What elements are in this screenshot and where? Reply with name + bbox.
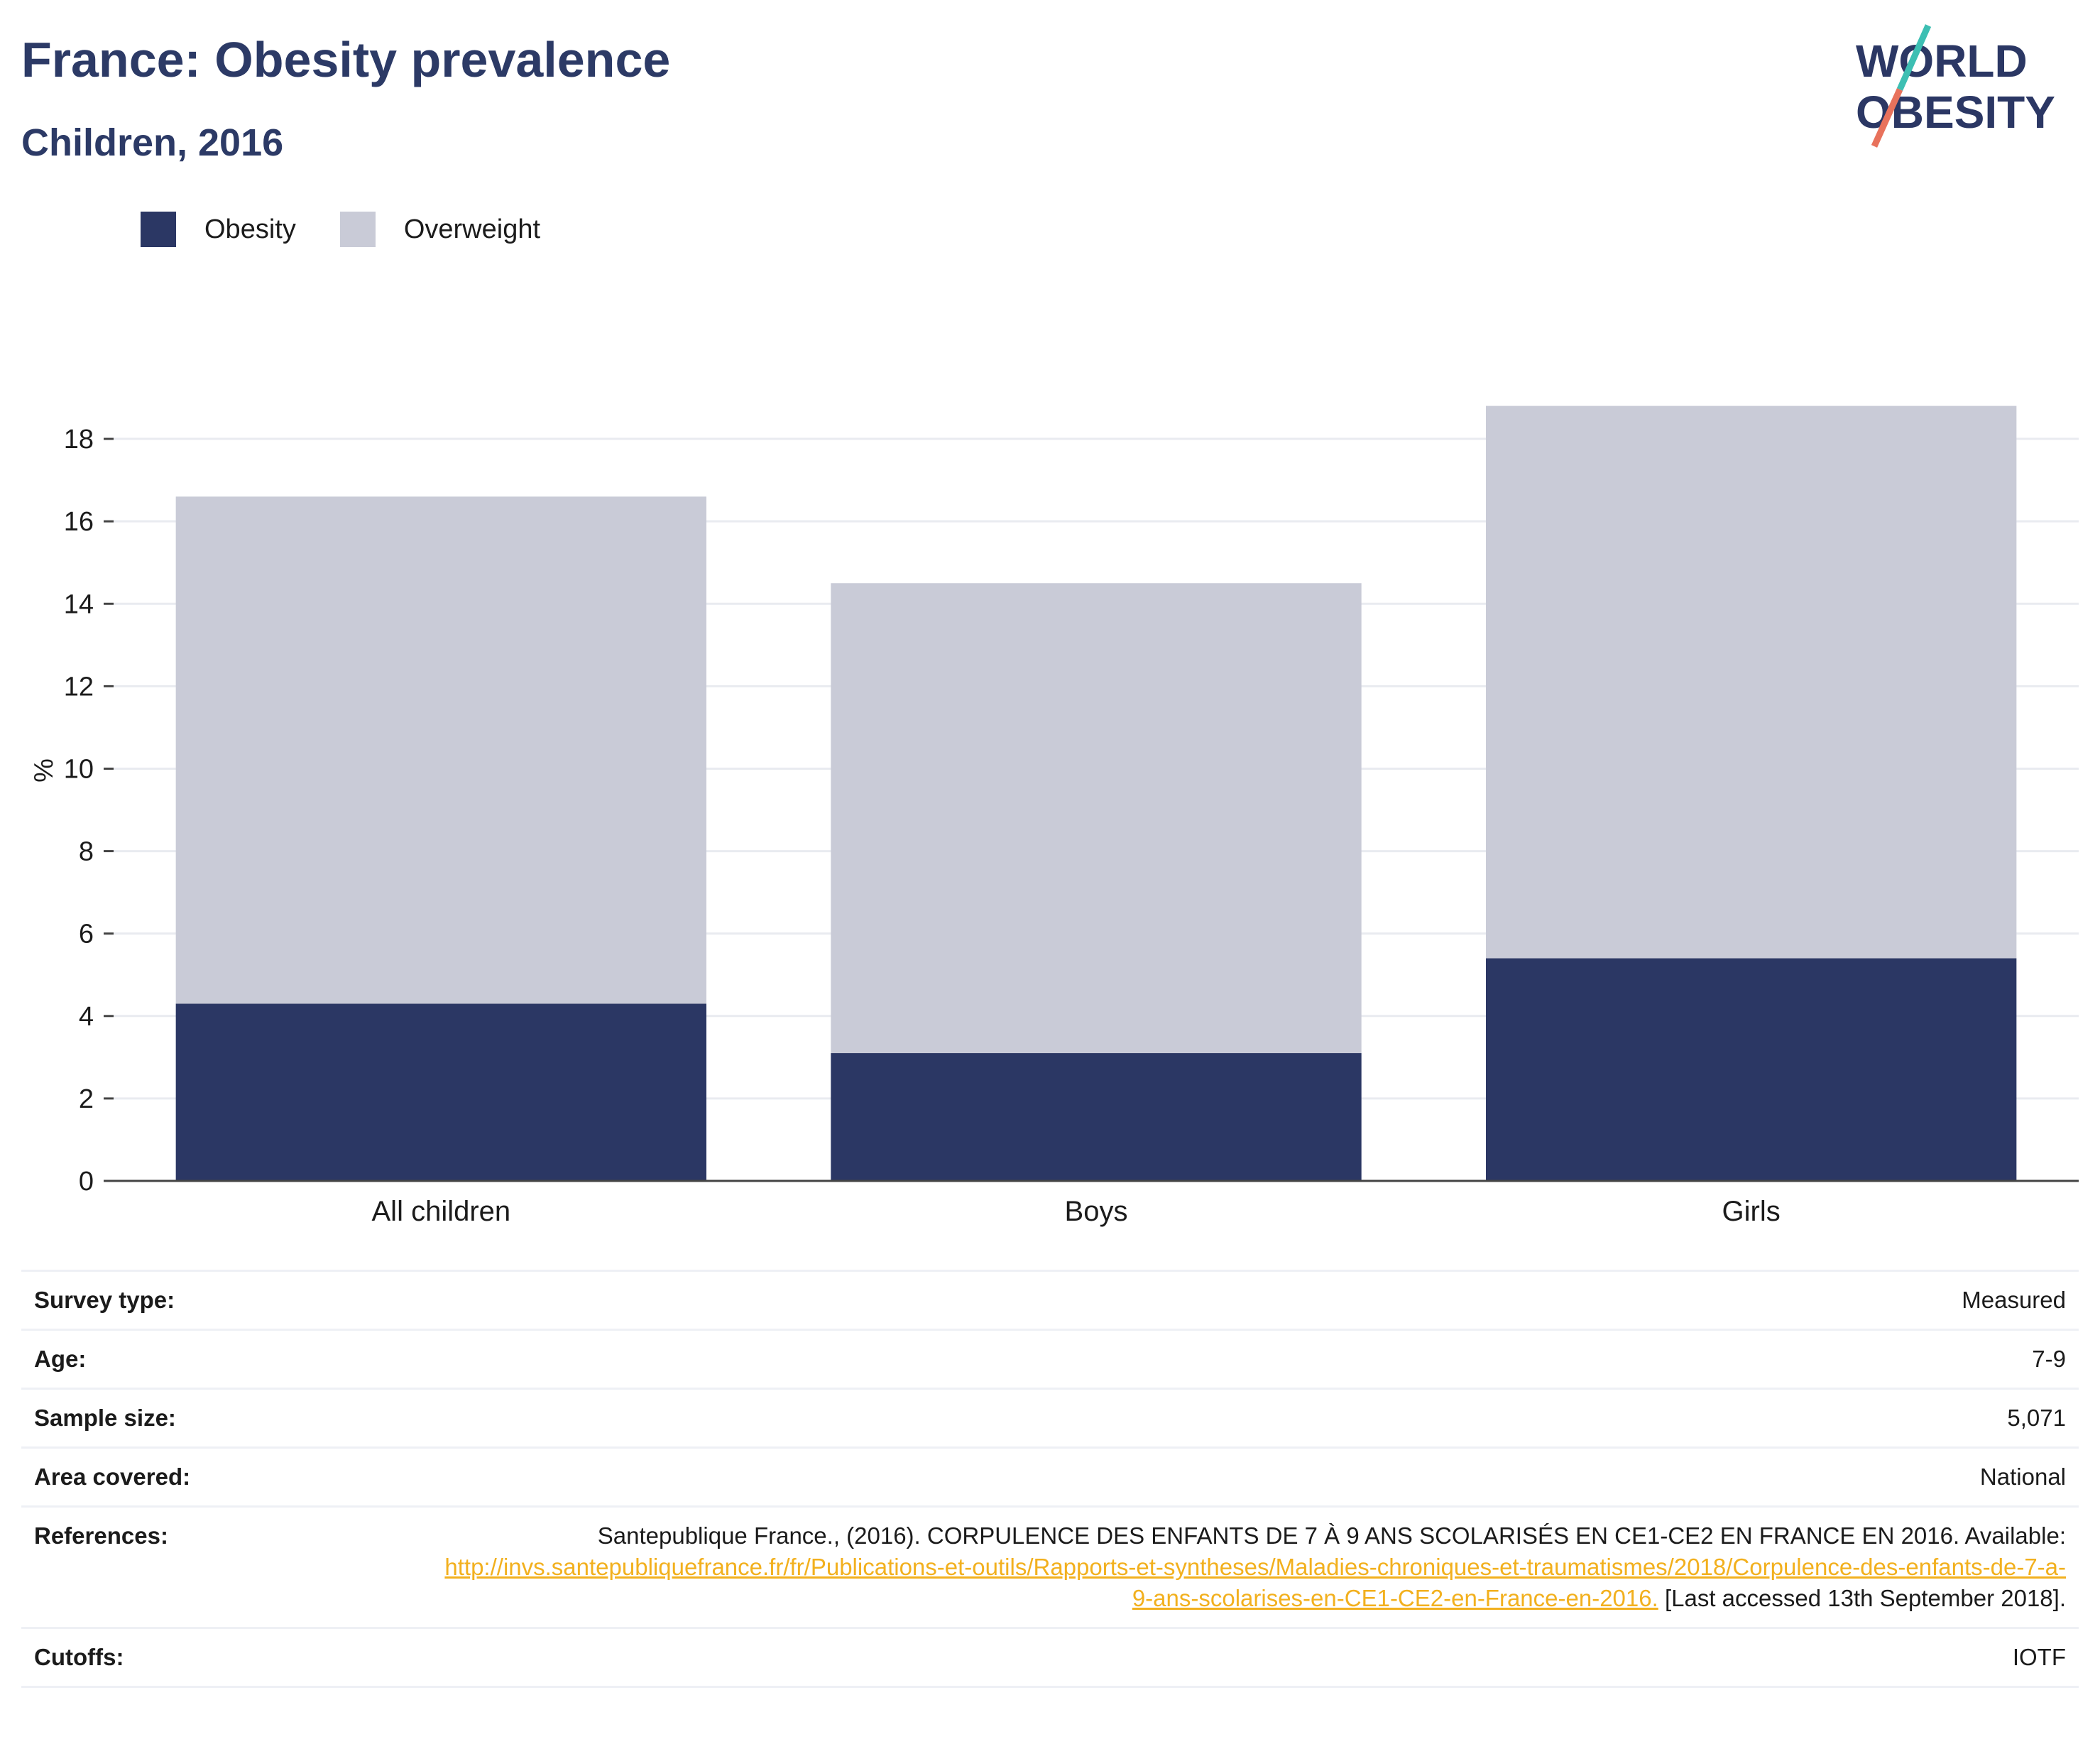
info-value-age: 7-9 (416, 1329, 2079, 1389)
info-row-references: References: Santepublique France., (2016)… (21, 1505, 2079, 1628)
x-tick-label: Boys (1065, 1196, 1128, 1227)
info-row-sample-size: Sample size: 5,071 (21, 1388, 2079, 1448)
legend-item-overweight[interactable]: Overweight (339, 212, 541, 247)
legend-swatch-overweight (339, 212, 376, 247)
legend-item-obesity[interactable]: Obesity (141, 212, 296, 247)
info-value-survey-type: Measured (416, 1270, 2079, 1330)
logo-line1: WORLD (1856, 36, 2028, 87)
x-axis-ticks: All children Boys Girls (372, 1196, 1781, 1227)
info-value-cutoffs: IOTF (416, 1627, 2079, 1688)
legend-swatch-obesity (141, 212, 176, 247)
bar-overweight-all-children[interactable] (175, 496, 707, 1004)
y-tick-label: 6 (79, 920, 94, 949)
info-key-cutoffs: Cutoffs: (21, 1627, 416, 1688)
y-tick-label: 18 (64, 425, 94, 454)
y-tick-label: 4 (79, 1002, 94, 1032)
info-row-survey-type: Survey type: Measured (21, 1270, 2079, 1330)
survey-info-table: Survey type: Measured Age: 7-9 Sample size: 5… (21, 1270, 2079, 1688)
info-key-age: Age: (21, 1329, 416, 1389)
y-tick-label: 14 (64, 589, 94, 619)
y-tick-label: 12 (64, 672, 94, 702)
bar-overweight-girls[interactable] (1485, 405, 2017, 959)
y-axis-ticks: 0 2 4 6 8 10 12 14 16 18 (64, 425, 114, 1197)
info-value-sample-size: 5,071 (416, 1388, 2079, 1448)
info-key-sample-size: Sample size: (21, 1388, 416, 1448)
bar-obesity-boys[interactable] (831, 1053, 1362, 1181)
y-tick-label: 0 (79, 1167, 94, 1197)
logo-slash-teal (1896, 24, 1932, 91)
x-tick-label: Girls (1722, 1196, 1781, 1227)
info-value-area-covered: National (416, 1446, 2079, 1507)
legend-label-obesity: Obesity (204, 214, 296, 244)
reference-link[interactable]: http://invs.santepubliquefrance.fr/fr/Pu… (444, 1554, 2066, 1611)
info-row-cutoffs: Cutoffs: IOTF (21, 1627, 2079, 1688)
y-tick-label: 10 (64, 754, 94, 784)
info-value-references: Santepublique France., (2016). CORPULENC… (416, 1505, 2079, 1628)
bars (175, 405, 2017, 1181)
bar-overweight-boys[interactable] (831, 583, 1362, 1054)
chart-legend: Obesity Overweight (141, 212, 584, 247)
x-tick-label: All children (372, 1196, 511, 1227)
bar-obesity-girls[interactable] (1485, 958, 2017, 1181)
y-axis-label: % (29, 758, 59, 783)
info-key-references: References: (21, 1505, 416, 1628)
y-tick-label: 16 (64, 507, 94, 537)
bar-chart: 0 2 4 6 8 10 12 14 16 18 All children Boys Girls % (29, 405, 2079, 1227)
chart-title: France: Obesity prevalence (21, 32, 671, 87)
info-row-age: Age: 7-9 (21, 1329, 2079, 1389)
legend-label-overweight: Overweight (403, 214, 541, 244)
bar-obesity-all-children[interactable] (175, 1003, 707, 1181)
world-obesity-logo: WORLD OBESITY (1856, 24, 2055, 148)
info-row-area-covered: Area covered: National (21, 1446, 2079, 1507)
chart-subtitle: Children, 2016 (21, 121, 284, 164)
logo-slash-coral (1871, 88, 1903, 148)
y-tick-label: 2 (79, 1084, 94, 1114)
info-key-area-covered: Area covered: (21, 1446, 416, 1507)
y-tick-label: 8 (79, 837, 94, 867)
info-key-survey-type: Survey type: (21, 1270, 416, 1330)
